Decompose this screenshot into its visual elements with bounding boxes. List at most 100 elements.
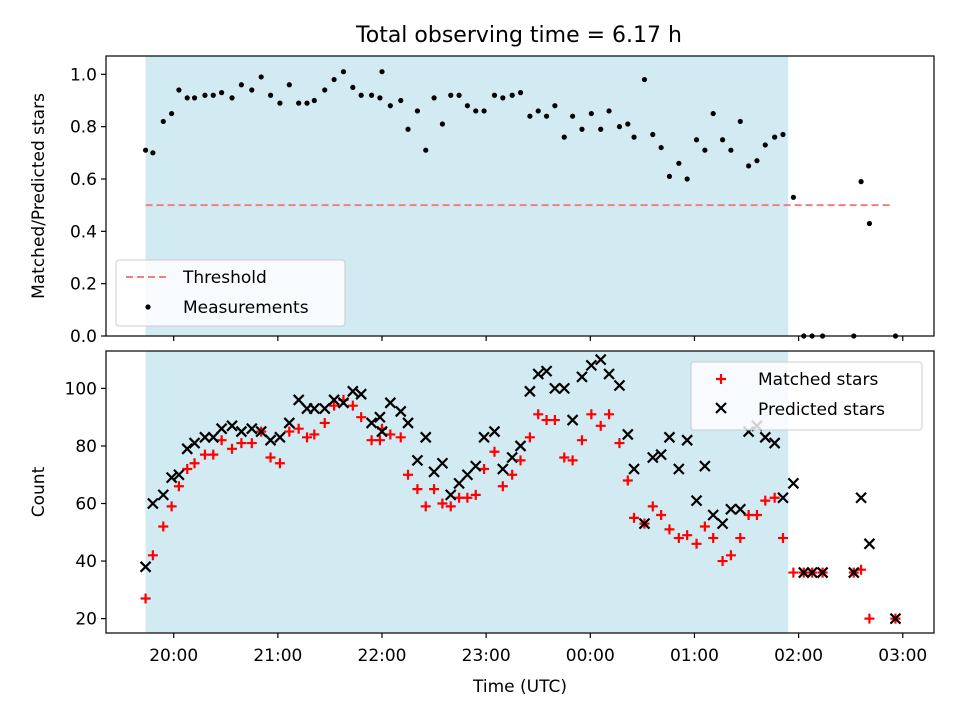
data-point [182,463,193,474]
data-point [405,126,411,132]
data-point [311,97,317,104]
data-point [246,438,257,449]
data-point [656,510,667,521]
y-axis-label: Matched/Predicted stars [29,93,49,299]
data-point [147,497,159,510]
data-point [717,556,728,567]
data-point [594,353,607,366]
data-point [169,110,175,117]
data-point [777,491,789,504]
data-point [411,454,424,467]
data-point [769,492,780,503]
legend: Matched stars Predicted stars [690,361,923,431]
data-point [606,108,612,114]
data-point [707,509,719,521]
data-point [658,144,664,151]
panel-1: 0.0 0.2 0.4 0.6 0.8 1.0 Matched/Predicted star… [29,55,935,347]
data-point [631,134,637,140]
data-point [816,566,829,579]
data-point [139,561,152,573]
data-point [604,409,615,420]
data-point [368,92,375,98]
data-point [173,481,184,492]
data-point [277,100,283,106]
data-point [264,434,277,446]
data-point [428,466,440,478]
data-point [274,431,286,444]
data-point [693,137,700,143]
data-point [506,451,518,464]
data-point [208,449,219,460]
data-point [647,451,659,464]
data-point [515,455,526,466]
data-point [340,69,347,75]
data-point [478,431,490,444]
data-point [579,126,585,132]
x-tick-label: 22:00 [358,646,407,666]
data-point [691,538,702,549]
data-point [567,455,578,466]
y-axis-label: Count [29,466,49,517]
data-point [762,142,768,148]
data-point [889,612,902,625]
data-point [676,160,682,166]
data-point [302,432,313,443]
data-point [848,566,860,579]
data-point [423,147,429,153]
data-point [318,402,331,415]
data-point [328,394,340,406]
data-point [216,435,227,446]
data-point [394,405,407,418]
data-point [734,503,747,516]
data-point [365,417,378,429]
data-point [412,484,423,495]
data-point [337,397,350,409]
data-point [760,495,771,506]
data-point [160,118,166,125]
data-point [229,95,235,101]
y-tick-label: 0.0 [70,327,97,347]
x-tick-label: 02:00 [774,646,823,666]
data-point [598,126,604,132]
data-point [543,113,550,119]
data-point [444,489,457,501]
data-point [690,494,703,507]
data-point [448,92,454,98]
data-point [384,397,397,409]
data-point [780,131,786,138]
data-point [439,121,446,127]
data-point [527,113,533,119]
legend-x-swatch [715,402,727,414]
data-point [559,452,570,463]
data-point [558,382,571,395]
y-tick-label: 0.4 [70,222,97,242]
data-point [402,417,414,429]
data-point [682,530,693,541]
data-point [509,92,515,98]
data-point [481,108,487,114]
data-point [403,469,414,480]
data-point [746,163,752,169]
x-axis-label: Time (UTC) [472,677,567,697]
data-point [768,437,781,449]
data-point [650,131,656,138]
data-point [387,103,393,109]
data-point [158,521,169,532]
data-point [202,92,208,98]
data-point [855,491,867,504]
data-point [576,435,587,446]
data-point [595,420,606,431]
data-point [806,566,818,579]
x-tick-label: 23:00 [462,646,511,666]
legend-label: Threshold [182,268,267,288]
data-point [500,95,506,101]
data-point [638,517,651,530]
data-point [429,484,440,495]
y-tick-label: 80 [75,437,97,457]
data-point [681,434,693,446]
data-point [267,92,274,98]
data-point [552,103,558,109]
data-point [166,501,177,512]
data-point [622,475,633,486]
